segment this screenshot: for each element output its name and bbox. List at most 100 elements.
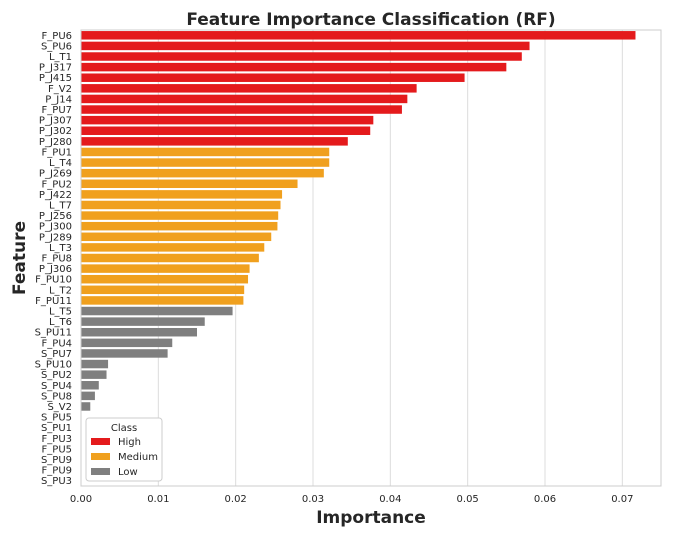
bar (81, 179, 298, 189)
y-tick-label: P_J269 (39, 169, 72, 180)
bar (81, 359, 109, 369)
legend-title: Class (111, 423, 137, 434)
bar (81, 391, 95, 401)
bar (81, 94, 408, 104)
bar (81, 73, 465, 82)
y-tick-label: P_J256 (39, 211, 72, 222)
y-tick-label: P_J289 (39, 232, 72, 243)
y-tick-label: S_PU11 (35, 328, 72, 339)
x-tick-label: 0.05 (457, 494, 479, 505)
bar (81, 338, 173, 348)
y-tick-label: F_PU2 (42, 179, 72, 190)
y-tick-label: S_PU2 (41, 370, 72, 381)
bar (81, 105, 402, 114)
y-tick-label: S_V2 (47, 402, 72, 413)
x-tick-label: 0.06 (534, 494, 556, 505)
x-tick-labels: 0.00 0.01 0.02 0.03 0.04 0.05 0.06 0.07 (70, 494, 634, 505)
bar (81, 296, 244, 305)
bar (81, 158, 330, 167)
bar (81, 370, 107, 379)
bar (81, 232, 272, 242)
x-tick-label: 0.02 (225, 494, 247, 505)
legend-swatch (91, 438, 110, 445)
y-tick-labels: F_PU6S_PU6L_T1P_J317P_J415F_V2P_J14F_PU7… (35, 31, 72, 487)
bar (81, 200, 281, 210)
y-tick-label: L_T2 (49, 285, 72, 296)
y-tick-label: P_J14 (45, 94, 72, 105)
bar (81, 211, 279, 220)
legend-swatch (91, 453, 110, 460)
x-tick-label: 0.01 (147, 494, 169, 505)
y-tick-label: S_PU6 (41, 41, 72, 52)
bar (81, 381, 99, 390)
bar (81, 168, 324, 178)
x-tick-label: 0.07 (611, 494, 633, 505)
y-tick-label: F_PU11 (35, 296, 72, 307)
x-axis-title: Importance (316, 508, 426, 528)
y-tick-label: P_J302 (39, 126, 72, 137)
y-tick-label: F_PU10 (35, 275, 72, 286)
y-axis-title: Feature (10, 221, 30, 295)
legend-swatch (91, 468, 110, 475)
y-tick-label: S_PU7 (41, 349, 72, 360)
y-tick-label: L_T3 (49, 243, 72, 254)
y-tick-label: F_PU9 (42, 466, 72, 477)
y-tick-label: L_T5 (49, 307, 72, 318)
x-tick-label: 0.00 (70, 494, 92, 505)
bar (81, 84, 417, 93)
bar (81, 306, 233, 316)
y-tick-label: S_PU3 (41, 476, 72, 487)
bar (81, 349, 168, 358)
y-tick-label: F_PU5 (42, 444, 72, 455)
y-tick-label: S_PU9 (41, 455, 72, 466)
bar (81, 243, 265, 252)
y-tick-label: F_PU1 (42, 147, 72, 158)
y-tick-label: P_J317 (39, 63, 72, 74)
legend-label: Medium (118, 452, 158, 463)
y-tick-label: L_T6 (49, 317, 72, 328)
y-tick-label: F_PU8 (42, 254, 72, 265)
legend-box (85, 417, 163, 482)
y-tick-label: L_T4 (49, 158, 72, 169)
y-tick-label: L_T1 (49, 52, 72, 63)
x-tick-label: 0.04 (379, 494, 401, 505)
y-tick-label: P_J415 (39, 73, 72, 84)
bar (81, 41, 530, 51)
bar (81, 285, 245, 295)
bar (81, 62, 507, 72)
legend-label: High (118, 437, 141, 448)
bar (81, 137, 348, 146)
y-tick-label: P_J422 (39, 190, 72, 201)
y-tick-label: F_V2 (48, 84, 72, 95)
y-tick-label: F_PU6 (42, 31, 72, 42)
bar (81, 190, 283, 199)
bar (81, 221, 278, 231)
bar (81, 126, 371, 135)
x-tick-label: 0.03 (302, 494, 324, 505)
bar (81, 115, 374, 125)
plot-frame (80, 29, 662, 487)
legend-label: Low (118, 467, 138, 478)
y-tick-label: P_J300 (39, 222, 72, 233)
y-tick-label: S_PU5 (41, 413, 72, 424)
y-tick-label: P_J306 (39, 264, 72, 275)
bar (81, 52, 522, 61)
bar (81, 317, 205, 326)
y-tick-label: F_PU3 (42, 434, 72, 445)
bars (81, 31, 636, 411)
bar (81, 264, 250, 273)
bar (81, 253, 259, 263)
bar (81, 274, 249, 284)
chart-title: Feature Importance Classification (RF) (186, 10, 555, 30)
y-tick-label: S_PU10 (35, 360, 72, 371)
bar (81, 327, 197, 337)
bar (81, 31, 636, 40)
y-tick-label: S_PU1 (41, 423, 72, 434)
y-tick-label: L_T7 (49, 200, 72, 211)
y-tick-label: S_PU4 (41, 381, 72, 392)
y-tick-label: P_J307 (39, 116, 72, 127)
legend: Class High Medium Low (85, 417, 163, 482)
y-tick-label: S_PU8 (41, 391, 72, 402)
y-tick-label: P_J280 (39, 137, 72, 148)
